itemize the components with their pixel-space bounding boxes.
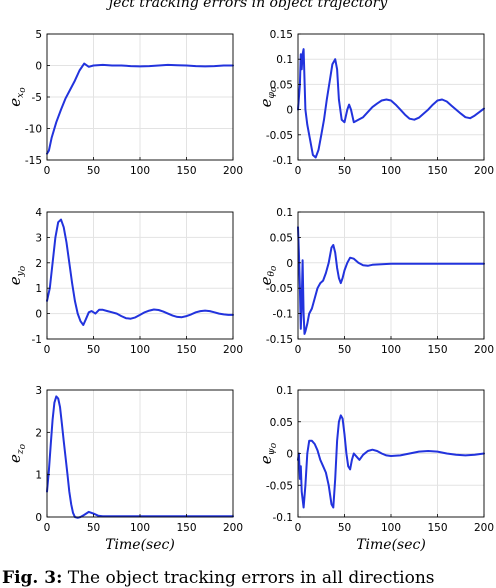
x-tick-label: 50 xyxy=(87,522,100,534)
y-tick-label: -0.05 xyxy=(266,480,293,492)
x-tick-label: 50 xyxy=(338,522,351,534)
y-axis-label: eyo xyxy=(6,265,28,285)
caption-label: Fig. 3: xyxy=(2,568,63,588)
series-line xyxy=(297,414,485,509)
y-tick-label: 4 xyxy=(35,207,42,219)
x-tick-label: 50 xyxy=(87,344,100,356)
chart-panel-4: 0 50 100 150 200 -0.15 -0.1 -0.05 0 0.05 0.1 eθo xyxy=(257,207,494,356)
x-tick-label: 50 xyxy=(338,165,351,177)
chart-panel-2: 0 50 100 150 200 -0.1 -0.05 0 0.05 0.1 0.15 eφo xyxy=(257,29,494,177)
y-tick-label: 2 xyxy=(35,427,42,439)
caption-text: The object tracking errors in all direct… xyxy=(67,568,435,588)
x-tick-label: 0 xyxy=(295,344,302,356)
x-tick-label: 200 xyxy=(474,165,494,177)
y-tick-label: 0.05 xyxy=(270,417,293,429)
y-tick-label: -15 xyxy=(25,155,42,167)
y-tick-label: 3 xyxy=(35,385,42,397)
y-tick-label: 3 xyxy=(35,232,42,244)
x-tick-label: 50 xyxy=(87,165,100,177)
x-tick-label: 0 xyxy=(295,165,302,177)
x-tick-label: 100 xyxy=(381,165,401,177)
y-axis-label: eψo xyxy=(257,442,279,464)
x-tick-label: 50 xyxy=(338,344,351,356)
series-line xyxy=(297,226,485,335)
series-line xyxy=(46,395,234,519)
y-tick-label: -10 xyxy=(25,124,42,136)
y-tick-label: -0.05 xyxy=(266,283,293,295)
y-axis-label: eθo xyxy=(257,265,279,285)
y-tick-label: 5 xyxy=(35,29,42,41)
y-tick-label: 0 xyxy=(286,258,293,270)
x-tick-label: 150 xyxy=(176,165,196,177)
y-tick-label: -0.05 xyxy=(266,130,293,142)
figure-header-fragment: ject tracking errors in object trajector… xyxy=(108,0,388,11)
y-tick-label: 0.15 xyxy=(270,29,293,41)
y-tick-label: -5 xyxy=(32,92,42,104)
figure-caption: Fig. 3: The object tracking errors in al… xyxy=(2,568,496,588)
x-tick-label: 0 xyxy=(295,522,302,534)
y-tick-label: 0.1 xyxy=(276,385,293,397)
y-tick-label: 0.1 xyxy=(276,54,293,66)
x-tick-label: 200 xyxy=(223,522,243,534)
y-tick-label: 0.1 xyxy=(276,207,293,219)
y-axis-label: ezo xyxy=(6,443,28,463)
x-tick-label: 100 xyxy=(130,165,150,177)
chart-panel-5: 0 50 100 150 200 0 1 2 3 ezo xyxy=(6,385,243,534)
y-tick-label: 1 xyxy=(35,283,42,295)
y-tick-label: 0 xyxy=(35,309,42,321)
x-tick-label: 100 xyxy=(130,522,150,534)
chart-panel-6: 0 50 100 150 200 -0.1 -0.05 0 0.05 0.1 eψo xyxy=(257,385,494,534)
x-tick-label: 100 xyxy=(381,344,401,356)
y-tick-label: 0 xyxy=(35,61,42,73)
y-tick-label: -1 xyxy=(32,334,42,346)
chart-panel-1: 0 50 100 150 200 -15 -10 -5 0 5 exo xyxy=(6,29,243,177)
y-tick-label: -0.1 xyxy=(273,309,294,321)
x-tick-label: 200 xyxy=(223,344,243,356)
x-tick-label: 150 xyxy=(176,344,196,356)
y-tick-label: 0 xyxy=(286,449,293,461)
series-line xyxy=(46,62,234,155)
y-tick-label: 1 xyxy=(35,470,42,482)
x-tick-label: 100 xyxy=(381,522,401,534)
x-tick-label: 150 xyxy=(176,522,196,534)
x-axis-label: Time(sec) xyxy=(105,537,175,553)
y-axis-label: exo xyxy=(6,87,28,107)
x-tick-label: 100 xyxy=(130,344,150,356)
x-tick-label: 150 xyxy=(427,165,447,177)
x-tick-label: 0 xyxy=(44,344,51,356)
x-tick-label: 0 xyxy=(44,522,51,534)
y-tick-label: -0.1 xyxy=(273,155,294,167)
y-tick-label: 0.05 xyxy=(270,79,293,91)
y-tick-label: 0 xyxy=(35,512,42,524)
y-tick-label: 0 xyxy=(286,105,293,117)
y-axis-label: eφo xyxy=(257,86,279,107)
series-line xyxy=(46,218,234,326)
x-tick-label: 150 xyxy=(427,522,447,534)
x-axis-label: Time(sec) xyxy=(356,537,426,553)
y-tick-label: -0.15 xyxy=(266,334,293,346)
x-tick-label: 150 xyxy=(427,344,447,356)
y-tick-label: 0.05 xyxy=(270,232,293,244)
y-tick-label: -0.1 xyxy=(273,512,294,524)
series-line xyxy=(297,48,485,159)
x-tick-label: 0 xyxy=(44,165,51,177)
x-tick-label: 200 xyxy=(474,344,494,356)
y-tick-label: 2 xyxy=(35,258,42,270)
x-tick-label: 200 xyxy=(223,165,243,177)
x-tick-label: 200 xyxy=(474,522,494,534)
